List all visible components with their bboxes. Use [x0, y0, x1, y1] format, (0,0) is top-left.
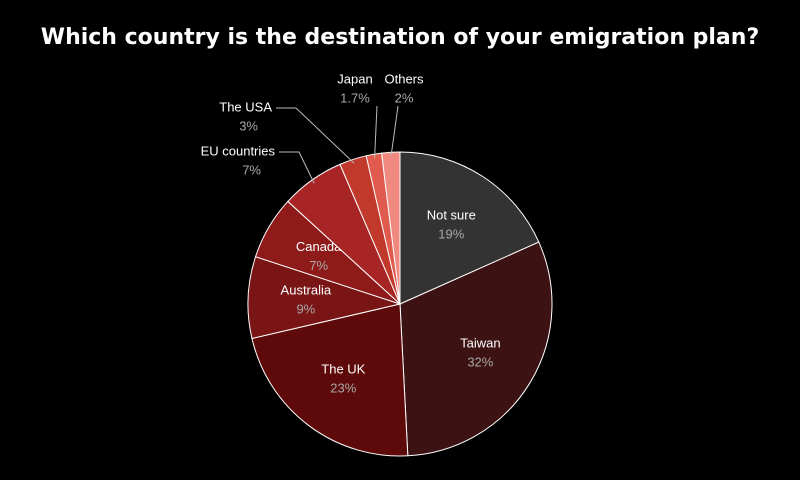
- slice-label: Canada: [296, 239, 342, 254]
- value-label: 7%: [242, 162, 261, 177]
- slice-label: EU countries: [201, 143, 276, 158]
- leader-line: [279, 151, 315, 184]
- slice-label: Not sure: [427, 207, 476, 222]
- value-label: 7%: [309, 258, 328, 273]
- slice-label: Others: [384, 71, 424, 86]
- slice-label: Japan: [337, 71, 372, 86]
- pie-slice: [399, 241, 553, 457]
- value-label: 23%: [330, 381, 356, 396]
- pie-slice: [399, 151, 540, 305]
- value-label: 9%: [296, 301, 315, 316]
- slice-label: Taiwan: [460, 336, 500, 351]
- leader-line: [276, 107, 355, 164]
- value-label: 3%: [239, 118, 258, 133]
- pie-slice: [247, 256, 402, 340]
- pie-slice: [381, 151, 401, 305]
- chart-title: Which country is the destination of your…: [41, 25, 759, 50]
- slice-label: The USA: [219, 99, 272, 114]
- value-label: 1.7%: [340, 90, 370, 105]
- value-label: 2%: [395, 90, 414, 105]
- leader-line: [374, 105, 378, 159]
- slice-label: The UK: [321, 362, 365, 377]
- leader-line: [390, 105, 399, 157]
- slice-label: Australia: [281, 282, 332, 297]
- pie-slice: [251, 303, 409, 457]
- value-label: 19%: [438, 226, 464, 241]
- value-label: 32%: [467, 355, 493, 370]
